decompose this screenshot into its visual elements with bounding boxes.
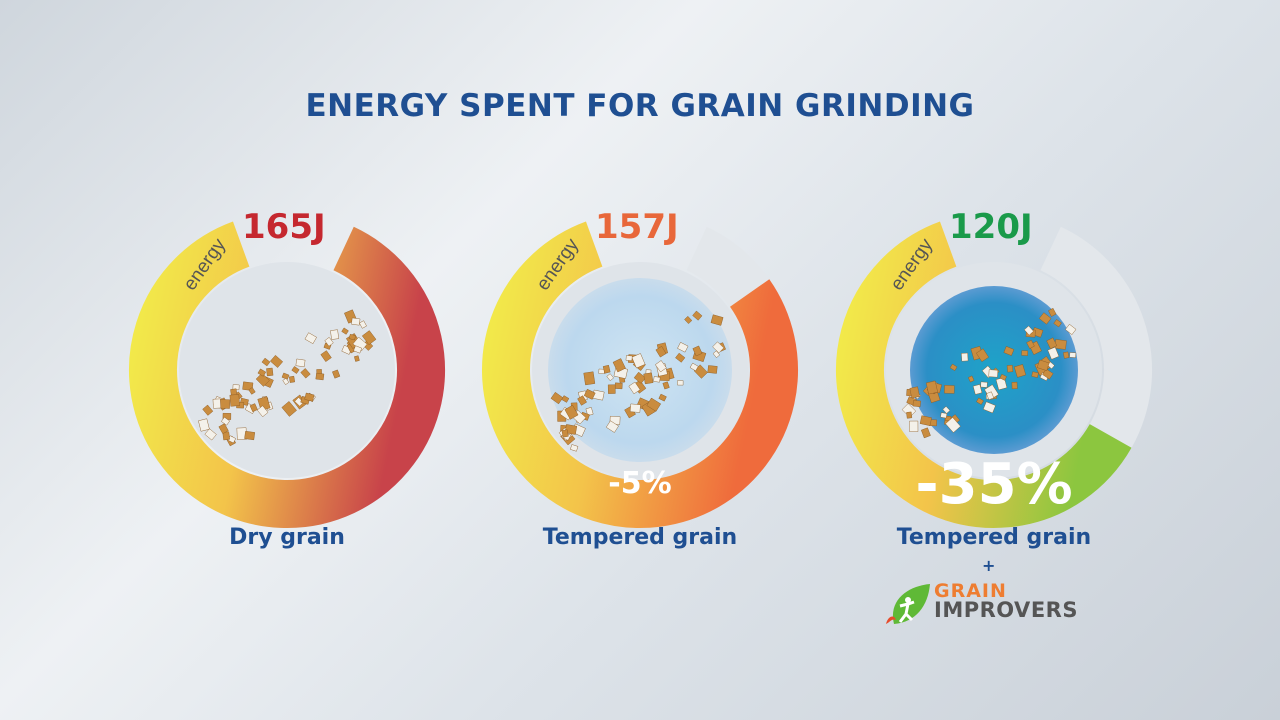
gauge-value: 165J [242, 207, 326, 247]
gauge-label: Tempered grain [896, 525, 1092, 550]
change-percent: -35% [915, 452, 1073, 517]
chart-title: ENERGY SPENT FOR GRAIN GRINDING [305, 88, 975, 124]
gauge-fill [836, 221, 1132, 528]
logo-text-grain: GRAIN [934, 580, 1007, 602]
change-percent: -5% [608, 466, 672, 501]
plus-sign: + [982, 556, 996, 575]
gauge-label: Dry grain [229, 525, 345, 550]
gauge-value: 120J [949, 207, 1033, 247]
gauge-fill [482, 221, 798, 528]
leaf-icon [886, 584, 930, 624]
grain-particles-icon [198, 309, 377, 447]
gauge-center [179, 262, 395, 478]
gauge-label: Tempered grain [542, 525, 738, 550]
gauge-3: energy [836, 221, 1152, 528]
gauge-value: 157J [595, 207, 679, 247]
logo-text-improvers: IMPROVERS [934, 598, 1078, 622]
grain-particles-icon [550, 310, 726, 452]
gauge-2: energy [482, 221, 798, 528]
gauge-1: energy [129, 221, 445, 528]
grain-particles-icon [901, 307, 1077, 439]
grain-improvers-logo: GRAIN IMPROVERS [884, 580, 1114, 630]
gauge-fill [129, 221, 445, 528]
